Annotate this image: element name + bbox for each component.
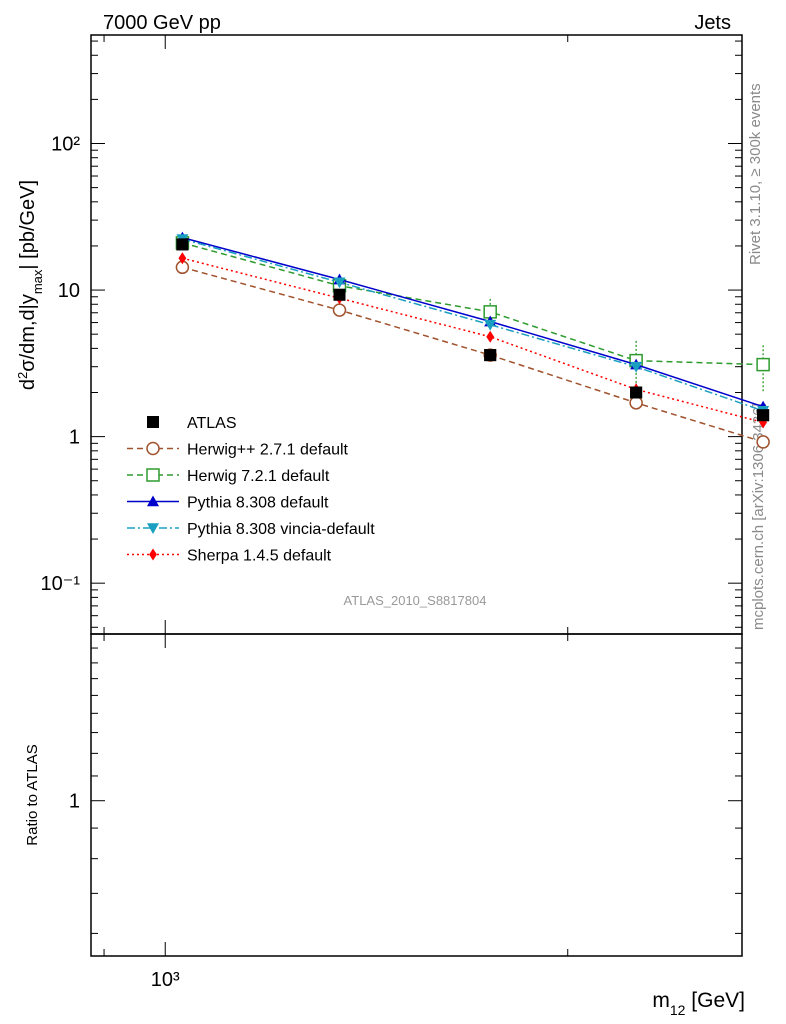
legend-entry: Herwig 7.2.1 default — [127, 468, 330, 485]
data-point — [176, 238, 189, 251]
main-plot-frame — [90, 34, 743, 635]
y-tick-label: 10 — [58, 280, 80, 302]
series-pythia-8-308-vincia-default — [176, 234, 770, 417]
legend-marker — [149, 548, 157, 561]
series-line — [182, 238, 764, 412]
series-pythia-8-308-default — [176, 231, 770, 412]
legend-entry: Pythia 8.308 default — [127, 495, 329, 512]
legend-entry: Sherpa 1.4.5 default — [127, 548, 332, 565]
data-point — [630, 386, 643, 399]
data-point — [756, 435, 770, 449]
main-y-axis-label: d2σ/dm,d|ymax| [pb/GeV] — [15, 180, 45, 390]
data-point — [630, 361, 643, 373]
series-herwig-2-7-1-default — [175, 260, 770, 449]
legend-entry: Pythia 8.308 vincia-default — [127, 521, 375, 538]
legend-entry: ATLAS — [147, 415, 237, 432]
ratio-plot-frame — [90, 633, 743, 957]
main-y-axis: 10⁻¹ 1 10 10² — [41, 40, 742, 628]
legend-entry: Herwig++ 2.7.1 default — [127, 442, 349, 459]
legend-label: Herwig++ 2.7.1 default — [187, 442, 349, 459]
series-sherpa-1-4-5-default — [178, 252, 768, 429]
data-point — [178, 252, 187, 265]
legend-marker — [146, 441, 160, 456]
series-line — [182, 266, 764, 443]
legend-label: Herwig 7.2.1 default — [187, 468, 330, 485]
legend-marker — [147, 416, 159, 428]
y-tick-label: 1 — [69, 427, 80, 449]
analysis-id: ATLAS_2010_S8817804 — [344, 593, 487, 608]
data-point — [484, 319, 497, 331]
x-tick-label: 10³ — [151, 969, 180, 991]
ratio-y-tick-label: 1 — [69, 791, 80, 813]
series-atlas — [176, 238, 770, 428]
legend: ATLAS Herwig++ 2.7.1 default Herwig 7.2.1 … — [127, 415, 375, 565]
data-point — [332, 303, 347, 317]
mcplots-label: mcplots.cern.ch [arXiv:1306.3436] — [750, 403, 767, 630]
legend-label: Pythia 8.308 default — [187, 495, 329, 512]
data-point — [486, 330, 495, 343]
header-process: Jets — [694, 12, 731, 34]
data-point — [629, 396, 643, 410]
legend-marker — [146, 468, 160, 482]
legend-label: Pythia 8.308 vincia-default — [187, 521, 375, 538]
ratio-y-axis: 1 — [69, 633, 742, 934]
data-point — [333, 277, 346, 289]
rivet-version-label: Rivet 3.1.10, ≥ 300k events — [747, 83, 764, 265]
y-tick-label: 10⁻¹ — [41, 573, 81, 595]
legend-marker — [147, 495, 159, 507]
x-axis-label: m12 [GeV] — [652, 989, 745, 1018]
series-atlas-top — [176, 238, 770, 422]
ratio-y-axis-label: Ratio to ATLAS — [24, 744, 41, 845]
data-point — [333, 288, 346, 301]
y-tick-label: 10² — [51, 134, 80, 156]
legend-marker — [147, 523, 159, 534]
main-x-axis — [103, 35, 569, 634]
data-point — [757, 409, 770, 422]
data-point — [484, 349, 497, 362]
data-point — [756, 357, 770, 372]
header-energy: 7000 GeV pp — [103, 12, 221, 34]
legend-label: Sherpa 1.4.5 default — [187, 548, 332, 565]
series-layer — [175, 231, 770, 449]
ratio-x-axis: 10³ — [103, 634, 569, 991]
series-line — [182, 257, 764, 424]
legend-label: ATLAS — [187, 415, 237, 432]
